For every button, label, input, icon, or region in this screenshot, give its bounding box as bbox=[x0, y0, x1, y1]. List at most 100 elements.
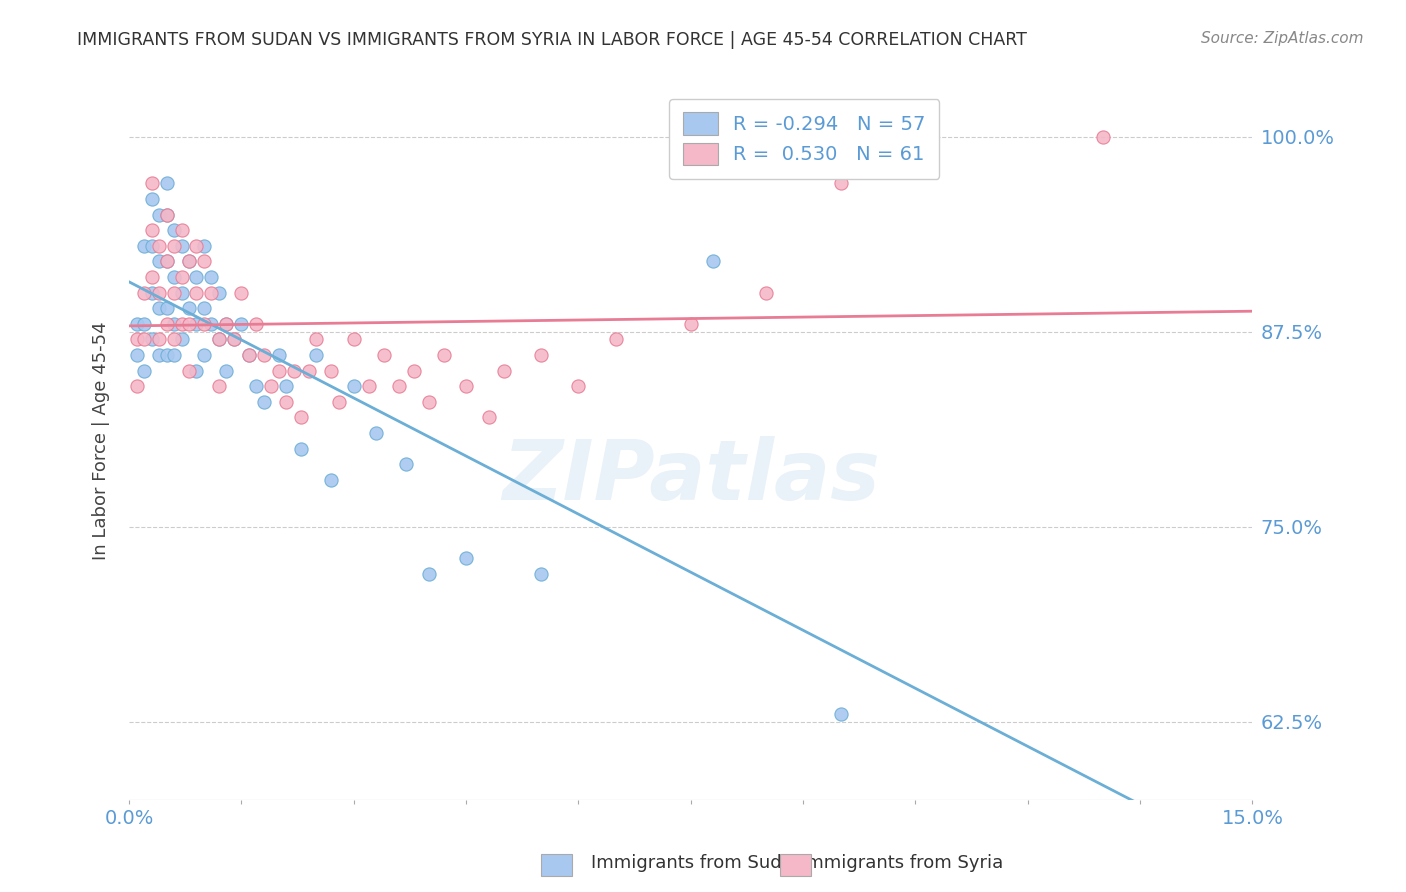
Point bbox=[388, 379, 411, 393]
Point bbox=[155, 177, 177, 191]
Point bbox=[132, 333, 155, 347]
Point bbox=[186, 239, 208, 253]
Point bbox=[200, 317, 222, 331]
Point bbox=[605, 333, 627, 347]
Point bbox=[418, 395, 440, 409]
Point bbox=[530, 566, 553, 581]
Point bbox=[373, 348, 395, 362]
Point bbox=[177, 364, 200, 378]
Point bbox=[253, 395, 276, 409]
Point bbox=[755, 285, 778, 300]
Point bbox=[321, 473, 343, 487]
Point bbox=[170, 223, 193, 237]
Point bbox=[163, 270, 186, 285]
Point bbox=[170, 317, 193, 331]
Point bbox=[395, 458, 418, 472]
Point bbox=[155, 348, 177, 362]
Point bbox=[177, 254, 200, 268]
Text: Source: ZipAtlas.com: Source: ZipAtlas.com bbox=[1201, 31, 1364, 46]
Point bbox=[260, 379, 283, 393]
Point bbox=[170, 270, 193, 285]
Point bbox=[141, 285, 163, 300]
Point bbox=[477, 410, 499, 425]
Point bbox=[148, 254, 170, 268]
Point bbox=[290, 410, 312, 425]
Point bbox=[170, 239, 193, 253]
Point bbox=[148, 239, 170, 253]
Point bbox=[132, 364, 155, 378]
Text: IMMIGRANTS FROM SUDAN VS IMMIGRANTS FROM SYRIA IN LABOR FORCE | AGE 45-54 CORREL: IMMIGRANTS FROM SUDAN VS IMMIGRANTS FROM… bbox=[77, 31, 1028, 49]
Point bbox=[148, 208, 170, 222]
Point bbox=[215, 317, 238, 331]
Point bbox=[132, 285, 155, 300]
Point bbox=[177, 301, 200, 316]
Point bbox=[208, 379, 231, 393]
Point bbox=[186, 285, 208, 300]
Point bbox=[186, 364, 208, 378]
Point bbox=[267, 348, 290, 362]
Text: Immigrants from Syria: Immigrants from Syria bbox=[801, 855, 1004, 872]
Point bbox=[155, 301, 177, 316]
Legend: R = -0.294   N = 57, R =  0.530   N = 61: R = -0.294 N = 57, R = 0.530 N = 61 bbox=[669, 99, 939, 178]
Point bbox=[170, 285, 193, 300]
Point bbox=[132, 317, 155, 331]
Point bbox=[186, 317, 208, 331]
Point bbox=[163, 239, 186, 253]
Point bbox=[283, 364, 305, 378]
Point bbox=[328, 395, 350, 409]
Point bbox=[125, 379, 148, 393]
Point bbox=[267, 364, 290, 378]
Point bbox=[163, 333, 186, 347]
Point bbox=[830, 707, 852, 722]
Point bbox=[148, 285, 170, 300]
Point bbox=[148, 301, 170, 316]
Point bbox=[208, 333, 231, 347]
Point bbox=[177, 254, 200, 268]
Point bbox=[231, 317, 253, 331]
Text: Immigrants from Sudan: Immigrants from Sudan bbox=[591, 855, 804, 872]
Point bbox=[141, 239, 163, 253]
Point bbox=[222, 333, 245, 347]
Point bbox=[238, 348, 260, 362]
Point bbox=[141, 333, 163, 347]
Point bbox=[155, 208, 177, 222]
Point bbox=[1091, 129, 1114, 144]
Point bbox=[418, 566, 440, 581]
Point bbox=[148, 348, 170, 362]
Point bbox=[679, 317, 702, 331]
Point bbox=[433, 348, 456, 362]
Y-axis label: In Labor Force | Age 45-54: In Labor Force | Age 45-54 bbox=[93, 322, 110, 560]
Point bbox=[141, 192, 163, 206]
Point bbox=[454, 379, 477, 393]
Point bbox=[276, 379, 298, 393]
Point bbox=[208, 333, 231, 347]
Point bbox=[343, 379, 366, 393]
Point bbox=[163, 348, 186, 362]
Point bbox=[125, 348, 148, 362]
Point bbox=[155, 254, 177, 268]
Point bbox=[402, 364, 425, 378]
Text: ZIPatlas: ZIPatlas bbox=[502, 436, 880, 517]
Point bbox=[454, 551, 477, 566]
Point bbox=[141, 177, 163, 191]
Point bbox=[492, 364, 515, 378]
Point bbox=[208, 285, 231, 300]
Point bbox=[193, 317, 215, 331]
Point bbox=[830, 177, 852, 191]
Point bbox=[253, 348, 276, 362]
Point bbox=[343, 333, 366, 347]
Point bbox=[163, 317, 186, 331]
Point bbox=[702, 254, 724, 268]
Point bbox=[200, 270, 222, 285]
Point bbox=[125, 333, 148, 347]
Point bbox=[290, 442, 312, 456]
Point bbox=[141, 223, 163, 237]
Point bbox=[298, 364, 321, 378]
Point bbox=[193, 301, 215, 316]
Point bbox=[163, 285, 186, 300]
Point bbox=[125, 317, 148, 331]
Point bbox=[155, 317, 177, 331]
Point bbox=[366, 426, 388, 441]
Point bbox=[305, 348, 328, 362]
Point bbox=[193, 254, 215, 268]
